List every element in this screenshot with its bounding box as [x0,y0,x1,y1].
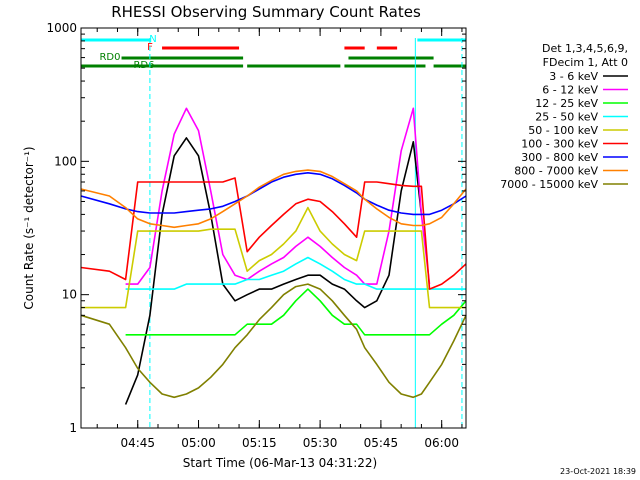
timestamp: 23-Oct-2021 18:39 [560,467,636,476]
legend-label: 100 - 300 keV [521,138,598,151]
legend-label: 7000 - 15000 keV [500,178,598,191]
axes: 04:45 05:00 05:15 05:30 05:45 06:00 1 10 100 1000 [46,21,466,450]
x-tick-label: 05:30 [303,436,338,450]
series-line-3-6-kev [124,137,423,405]
legend: Det 1,3,4,5,6,9,FDecim 1, Att 03 - 6 keV… [500,42,628,191]
series-lines [80,107,467,405]
legend-label: 25 - 50 keV [535,111,598,124]
x-tick-label: 05:45 [364,436,399,450]
legend-label: 50 - 100 keV [528,124,598,137]
legend-header: Det 1,3,4,5,6,9, [542,42,628,55]
legend-label: 300 - 800 keV [521,151,598,164]
legend-label: 800 - 7000 keV [514,165,598,178]
y-tick-label: 1000 [46,21,77,35]
series-line-25-50-kev [125,256,466,290]
series-line-50-100-kev [81,206,466,309]
series-line-6-12-kev [125,107,431,285]
series-line-300-800-kev [80,172,467,216]
series-line-7000-15000-kev [80,283,467,399]
x-axis-label: Start Time (06-Mar-13 04:31:22) [183,456,377,470]
y-axis-label: Count Rate (s⁻¹ detector⁻¹) [22,146,36,309]
x-tick-label: 04:45 [120,436,155,450]
chart-title: RHESSI Observing Summary Count Rates [111,3,421,21]
flag-label-n: N [149,34,156,45]
y-tick-label: 1 [69,421,77,435]
flag-label-rd6: RD6 [133,60,154,71]
x-tick-label: 05:15 [242,436,277,450]
y-tick-label: 100 [54,154,77,168]
series-line-12-25-kev [125,288,467,336]
x-tick-label: 05:00 [181,436,216,450]
plot-frame [80,27,467,429]
x-tick-label: 06:00 [424,436,459,450]
series-line-800-7000-kev [80,169,467,229]
flag-label-rd0: RD0 [99,52,120,63]
legend-label: 3 - 6 keV [549,70,598,83]
series-line-100-300-kev [80,177,467,290]
legend-label: 12 - 25 keV [535,97,598,110]
y-tick-label: 10 [62,288,77,302]
legend-header: FDecim 1, Att 0 [543,56,628,69]
legend-label: 6 - 12 keV [542,84,598,97]
